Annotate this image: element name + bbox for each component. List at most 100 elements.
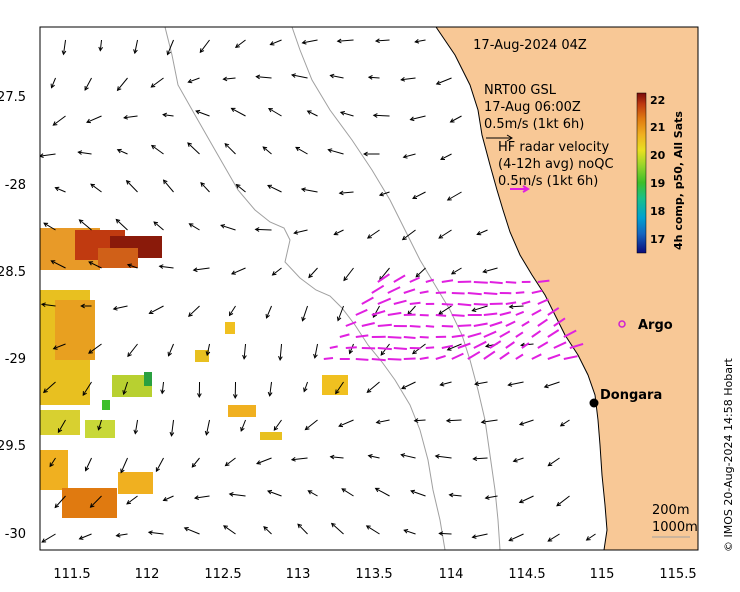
hf-radar-arrow xyxy=(403,336,416,339)
model-current-arrow xyxy=(116,533,128,537)
model-current-arrowhead xyxy=(232,394,238,400)
model-current-arrowhead xyxy=(89,503,95,508)
model-current-arrowhead xyxy=(329,73,335,79)
model-current-arrowhead xyxy=(183,527,189,532)
hf-radar-arrow xyxy=(419,356,429,360)
model-current-arrowhead xyxy=(78,219,84,224)
model-current-arrow xyxy=(161,381,165,394)
model-current-arrowhead xyxy=(86,118,91,124)
model-current-arrow xyxy=(447,191,462,201)
model-current-arrowhead xyxy=(98,46,104,52)
hf-radar-arrow xyxy=(435,354,446,360)
model-current-arrow xyxy=(544,381,560,388)
model-current-arrow xyxy=(367,229,380,239)
hf-radar-arrow xyxy=(457,342,471,349)
model-current-arrow xyxy=(187,142,200,155)
hf-radar-arrow xyxy=(531,289,543,294)
model-current-arrow xyxy=(193,267,210,271)
model-current-arrowhead xyxy=(267,184,273,189)
model-current-arrowhead xyxy=(335,389,340,395)
model-current-arrowhead xyxy=(162,179,168,185)
model-current-arrow xyxy=(548,457,560,467)
hf-radar-arrow xyxy=(489,321,503,327)
model-current-arrowhead xyxy=(367,75,373,80)
model-current-arrow xyxy=(53,115,66,126)
model-current-arrowhead xyxy=(413,418,419,423)
hf-radar-arrow xyxy=(419,336,429,339)
model-current-arrow xyxy=(337,305,344,321)
model-current-arrowhead xyxy=(474,381,480,386)
model-current-arrow xyxy=(303,381,308,392)
hf-radar-arrow xyxy=(441,325,454,328)
hf-radar-arrow xyxy=(419,290,429,294)
model-current-arrow xyxy=(223,77,236,80)
model-current-arrowhead xyxy=(293,230,299,235)
colorbar-tick: 20 xyxy=(650,149,666,162)
model-current-arrowhead xyxy=(518,421,524,426)
model-current-arrowhead xyxy=(41,538,47,543)
model-current-arrowhead xyxy=(50,83,55,89)
model-current-arrow xyxy=(291,457,308,461)
model-current-arrowhead xyxy=(372,113,378,118)
model-current-arrowhead xyxy=(401,385,407,390)
model-current-arrow xyxy=(85,457,92,471)
model-current-arrow xyxy=(481,419,498,423)
model-current-arrowhead xyxy=(220,224,226,229)
hf-radar-arrow xyxy=(531,330,542,338)
model-current-arrow xyxy=(191,457,200,468)
hf-radar-arrow xyxy=(387,336,402,339)
model-current-arrow xyxy=(123,381,129,395)
model-current-arrowhead xyxy=(49,462,54,468)
model-current-arrowhead xyxy=(329,454,335,460)
model-current-arrow xyxy=(206,343,211,356)
hf-radar-arrow xyxy=(451,292,465,295)
model-current-arrowhead xyxy=(338,190,344,196)
model-current-arrowhead xyxy=(409,116,415,122)
model-current-arrowhead xyxy=(192,267,198,273)
model-current-arrow xyxy=(200,182,210,193)
model-current-arrow xyxy=(256,457,272,465)
model-current-arrowhead xyxy=(547,537,553,542)
model-current-arrow xyxy=(126,180,138,193)
model-current-arrowhead xyxy=(301,316,306,322)
hf-radar-arrow xyxy=(393,274,406,283)
model-current-arrowhead xyxy=(547,461,553,467)
isobath-legend: 200m 1000m xyxy=(652,503,698,538)
model-current-arrowhead xyxy=(199,48,205,54)
colorbar-tick: 21 xyxy=(650,121,665,134)
model-current-arrow xyxy=(513,457,524,462)
hf-radar-arrow xyxy=(499,330,511,338)
model-current-arrow xyxy=(243,343,247,359)
model-current-arrowhead xyxy=(200,182,205,187)
model-current-arrow xyxy=(43,222,56,231)
model-current-arrow xyxy=(436,77,452,85)
hf-radar-arrow xyxy=(553,317,566,327)
model-current-arrowhead xyxy=(439,381,445,387)
colorbar-label: 4h comp, p50, All Sats xyxy=(672,111,685,250)
model-current-arrow xyxy=(268,108,282,117)
hf-radar-arrow xyxy=(489,281,503,285)
model-current-arrow xyxy=(294,229,308,234)
model-current-arrowhead xyxy=(366,234,372,239)
hf-radar-arrow xyxy=(451,352,464,360)
model-current-arrow xyxy=(338,419,354,427)
model-current-arrowhead xyxy=(438,531,444,536)
hf-radar-arrow xyxy=(425,346,435,349)
model-current-arrow xyxy=(343,267,354,281)
model-current-arrowhead xyxy=(339,111,345,116)
hf-radar-arrow xyxy=(441,344,454,349)
model-current-arrowhead xyxy=(254,227,260,232)
model-current-arrow xyxy=(366,525,380,535)
hf-radar-arrow xyxy=(515,331,524,338)
model-current-arrow xyxy=(440,153,452,160)
model-current-arrowhead xyxy=(290,456,296,462)
model-current-arrowhead xyxy=(482,268,488,274)
model-current-arrowhead xyxy=(150,144,156,150)
model-current-arrowhead xyxy=(306,110,312,115)
hf-radar-arrow xyxy=(387,286,401,294)
model-current-arrow xyxy=(134,419,139,434)
model-current-arrowhead xyxy=(450,270,456,275)
model-current-arrow xyxy=(127,343,138,357)
model-current-arrowhead xyxy=(116,148,122,154)
